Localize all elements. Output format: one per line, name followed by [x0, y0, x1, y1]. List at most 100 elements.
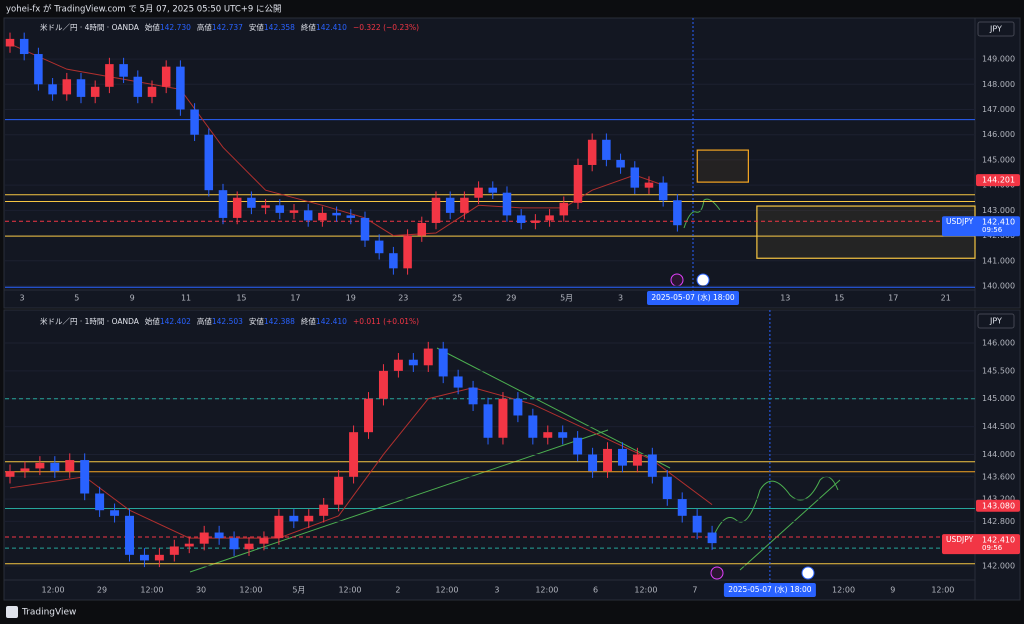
crosshair-label-bg	[723, 583, 816, 597]
candle-body	[692, 515, 702, 533]
legend-field-value: 142.503	[212, 317, 243, 326]
legend-field-label: 安値	[249, 22, 264, 32]
candle-body	[349, 432, 359, 477]
x-tick-label: 12:00	[41, 586, 64, 595]
flag-icon[interactable]	[696, 273, 710, 287]
candle-body	[214, 532, 224, 539]
candle-body	[474, 187, 483, 198]
x-tick-label: 29	[506, 294, 516, 303]
candle-body	[35, 462, 45, 469]
candle-body	[259, 538, 269, 544]
candle-body	[176, 66, 185, 110]
candle-body	[445, 197, 455, 213]
price-label-bg	[976, 174, 1020, 187]
candle-body	[662, 476, 672, 500]
y-tick-label: 144.500	[982, 422, 1015, 431]
candle-body	[573, 437, 583, 455]
candle-body	[133, 76, 143, 97]
y-tick-label: 141.000	[982, 256, 1015, 265]
y-tick-label: 149.000	[982, 55, 1015, 64]
candle-body	[453, 376, 463, 388]
price-label-bg	[942, 534, 1020, 555]
candle-body	[48, 84, 57, 95]
candle-body	[559, 202, 569, 216]
x-tick-label: 15	[236, 294, 246, 303]
candle-body	[232, 197, 242, 218]
y-tick-label: 146.000	[982, 130, 1015, 139]
x-tick-label: 9	[130, 294, 135, 303]
legend-field-label: 高値	[197, 22, 212, 32]
candle-body	[34, 54, 43, 85]
candle-body	[275, 205, 285, 213]
candle-body	[119, 64, 128, 77]
price-label: 143.080	[982, 501, 1015, 510]
y-tick-label: 143.200	[982, 495, 1015, 504]
candle-body	[389, 253, 398, 269]
candle-body	[393, 359, 403, 371]
candle-body	[516, 215, 526, 223]
candle-body	[588, 454, 598, 472]
currency: JPY	[989, 25, 1002, 34]
x-tick-label: 3	[20, 294, 25, 303]
candle-body	[5, 471, 15, 477]
x-tick-label: 12:00	[931, 586, 954, 595]
event-icon[interactable]	[710, 566, 724, 580]
candle-body	[545, 215, 554, 221]
x-tick-label: 12:00	[338, 586, 361, 595]
x-tick-label: 23	[398, 294, 408, 303]
candle-body	[154, 554, 164, 561]
x-tick-label: 25	[452, 294, 462, 303]
y-tick-label: 143.000	[982, 206, 1015, 215]
x-tick-label: 12:00	[832, 586, 855, 595]
candle-body	[423, 348, 433, 366]
candle-body	[184, 543, 194, 547]
candle-body	[76, 79, 86, 97]
price-label-symbol: USDJPY	[946, 217, 974, 226]
x-tick-label: 2	[395, 586, 400, 595]
candle-body	[110, 510, 120, 516]
y-tick-label: 145.000	[982, 394, 1015, 403]
flag-icon[interactable]	[801, 566, 815, 580]
candle-body	[644, 182, 654, 188]
candle-body	[125, 515, 134, 555]
legend-change: +0.011 (+0.01%)	[353, 317, 419, 326]
legend-field-label: 終値	[301, 316, 316, 326]
candle-body	[374, 240, 384, 254]
legend-field-value: 142.402	[160, 317, 191, 326]
candle-body	[261, 205, 270, 208]
candle-body	[50, 462, 60, 472]
candle-body	[630, 167, 640, 188]
candle-body	[139, 554, 149, 561]
x-tick-label: 7	[692, 586, 697, 595]
legend-field-label: 終値	[301, 22, 316, 32]
candle-body	[289, 210, 299, 213]
candle-body	[147, 86, 157, 97]
x-tick-label: 5月	[292, 586, 305, 595]
candle-body	[408, 359, 418, 366]
candle-body	[199, 532, 209, 544]
candle-body	[617, 448, 627, 466]
x-tick-label: 12:00	[634, 586, 657, 595]
x-tick-label: 6	[593, 586, 598, 595]
x-tick-label: 15	[834, 294, 844, 303]
price-label-time: 09:56	[982, 226, 1003, 234]
panel	[3, 17, 1021, 309]
candle-body	[247, 197, 256, 208]
candle-body	[707, 532, 717, 544]
candle-body	[488, 187, 498, 193]
currency: JPY	[989, 317, 1002, 326]
event-icon[interactable]	[670, 273, 684, 287]
x-tick-label: 11	[181, 294, 191, 303]
legend-field-value: 142.358	[264, 23, 295, 32]
candle-body	[319, 504, 329, 516]
candle-body	[483, 404, 493, 438]
candle-body	[513, 398, 523, 416]
candle-body	[161, 66, 171, 87]
y-tick-label: 145.500	[982, 366, 1015, 375]
y-tick-label: 140.000	[982, 281, 1015, 290]
legend-field-value: 142.737	[212, 23, 243, 32]
candle-body	[90, 86, 100, 97]
candle-body	[677, 499, 687, 516]
candle-body	[603, 448, 613, 472]
candle-body	[558, 432, 568, 438]
